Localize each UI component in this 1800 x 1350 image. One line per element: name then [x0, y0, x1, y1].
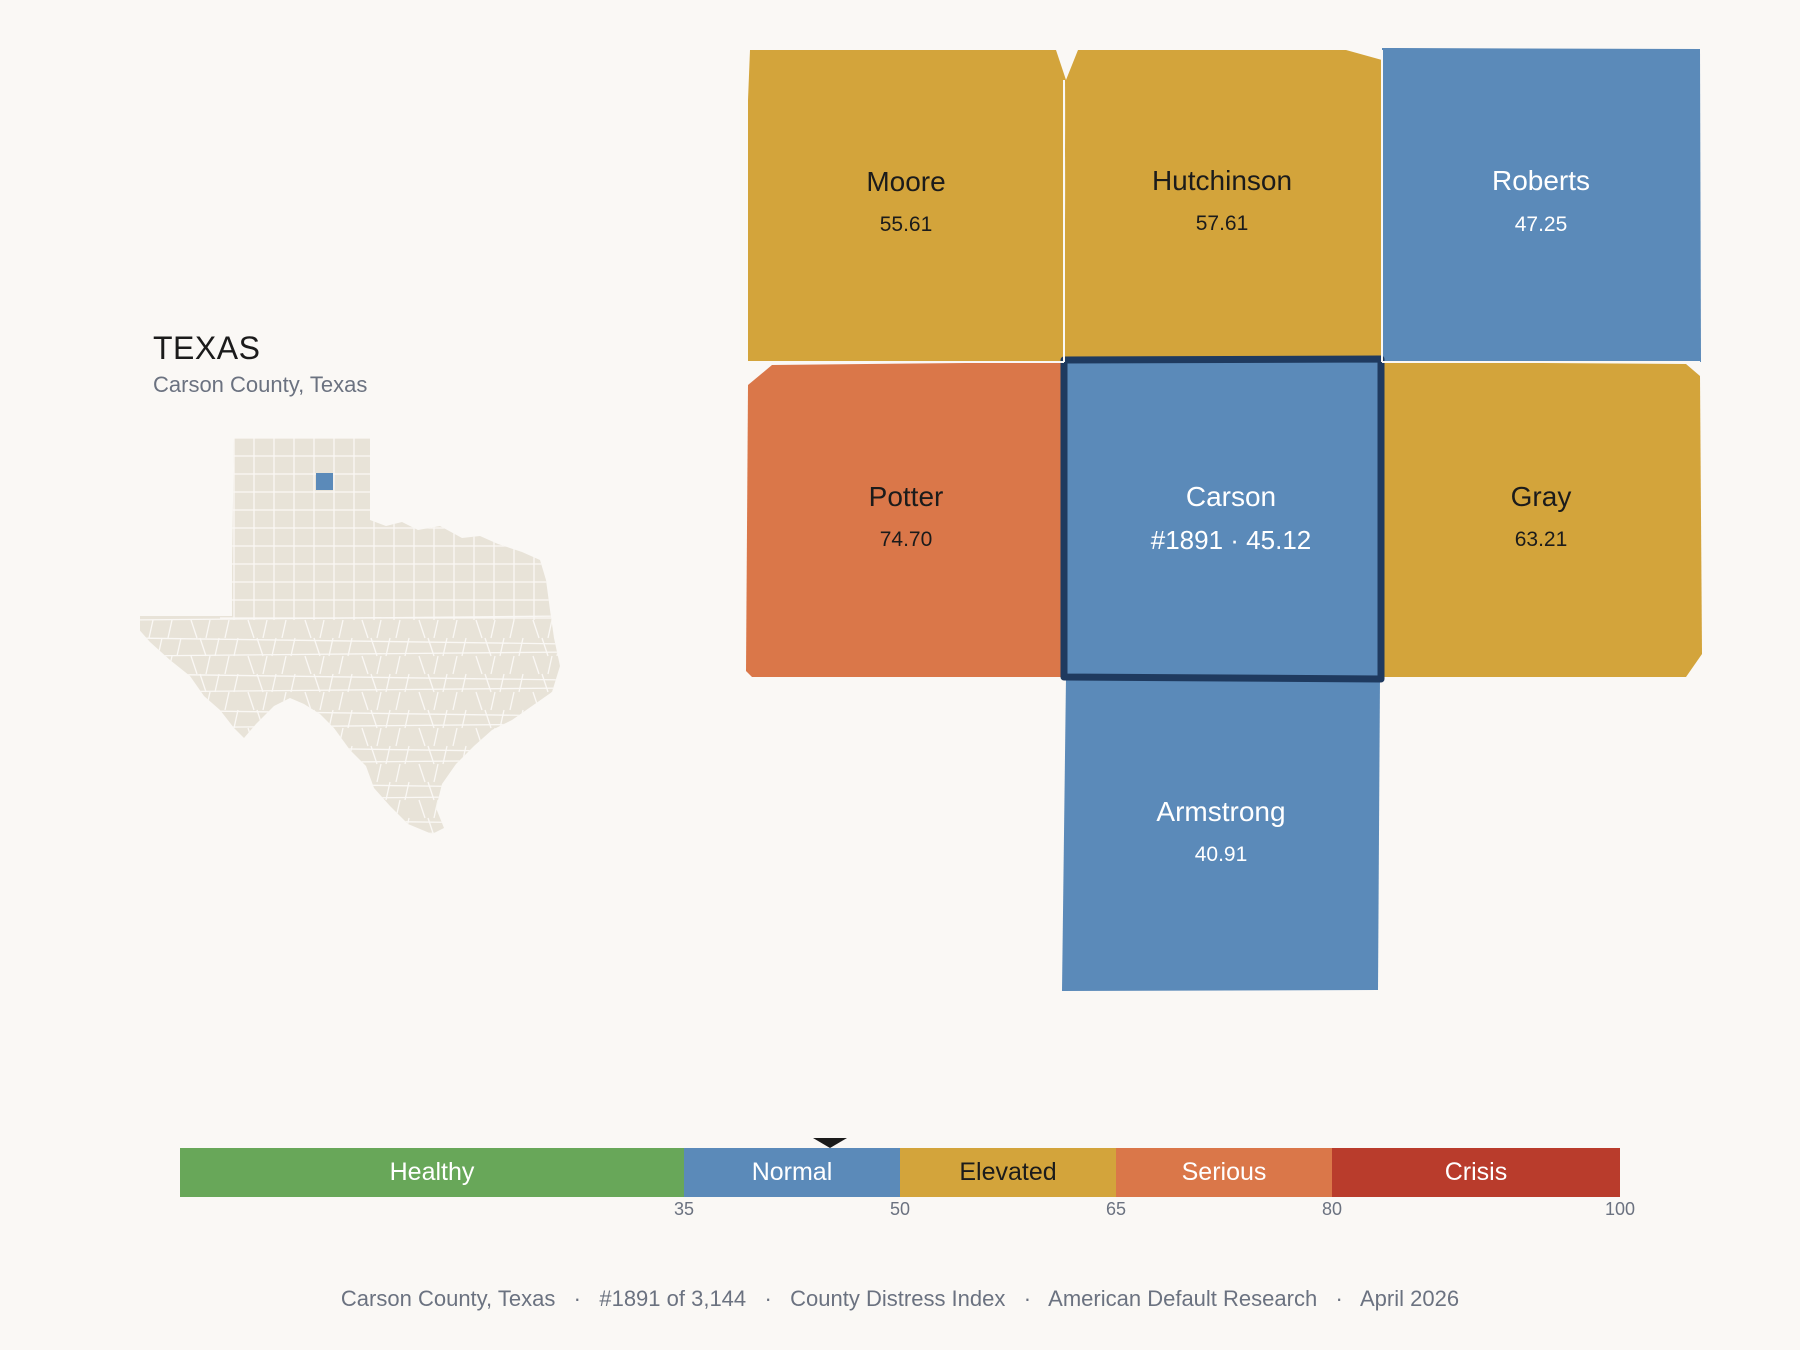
county-hutchinson-value: 57.61 — [1196, 212, 1249, 235]
county-potter-name: Potter — [869, 481, 944, 512]
county-armstrong-value: 40.91 — [1195, 843, 1248, 866]
footer-separator: · — [1335, 1286, 1343, 1311]
county-roberts-name: Roberts — [1492, 165, 1590, 196]
state-subtitle: Carson County, Texas — [153, 372, 368, 397]
county-borders — [748, 50, 1700, 363]
footer-rank: #1891 of 3,144 — [599, 1286, 747, 1311]
legend-tick-50: 50 — [889, 1199, 911, 1219]
carson-county-marker — [316, 473, 333, 490]
county-carson-name: Carson — [1186, 481, 1276, 512]
footer-index-name: County Distress Index — [790, 1286, 1006, 1311]
footer-caption: Carson County, Texas · #1891 of 3,144 · … — [0, 1286, 1800, 1312]
county-potter-shape[interactable] — [746, 362, 1064, 677]
legend-segment-elevated: Elevated — [900, 1148, 1116, 1197]
texas-locator-map — [140, 438, 560, 834]
legend-segment-healthy: Healthy — [180, 1148, 684, 1197]
county-carson-shape[interactable] — [1060, 355, 1385, 683]
county-hutchinson[interactable]: Hutchinson 57.61 — [1064, 50, 1382, 362]
footer-separator: · — [573, 1286, 581, 1311]
county-armstrong-name: Armstrong — [1156, 796, 1285, 827]
county-armstrong[interactable]: Armstrong 40.91 — [1062, 677, 1380, 991]
current-value-pointer — [812, 1138, 847, 1148]
footer-separator: · — [764, 1286, 772, 1311]
county-moore-value: 55.61 — [880, 213, 933, 236]
county-potter-value: 74.70 — [880, 528, 933, 551]
legend-tick-80: 80 — [1321, 1199, 1343, 1219]
legend-segment-serious: Serious — [1116, 1148, 1332, 1197]
county-moore-name: Moore — [866, 166, 945, 197]
state-title: TEXAS — [153, 330, 261, 366]
legend-segment-normal: Normal — [684, 1148, 900, 1197]
county-carson-value: #1891 · 45.12 — [1151, 525, 1311, 555]
footer-separator: · — [1023, 1286, 1032, 1311]
county-gray[interactable]: Gray 63.21 — [1382, 362, 1702, 677]
legend-tick-35: 35 — [673, 1199, 695, 1219]
county-potter[interactable]: Potter 74.70 — [746, 362, 1064, 677]
county-gray-shape[interactable] — [1382, 362, 1702, 677]
county-gray-value: 63.21 — [1515, 528, 1568, 551]
legend-tick-100: 100 — [1604, 1199, 1636, 1219]
county-hutchinson-name: Hutchinson — [1152, 165, 1292, 196]
county-armstrong-shape[interactable] — [1062, 677, 1380, 991]
county-hutchinson-shape[interactable] — [1064, 50, 1382, 362]
county-moore-shape[interactable] — [748, 50, 1066, 362]
county-roberts-value: 47.25 — [1515, 213, 1568, 236]
footer-source: American Default Research — [1048, 1286, 1318, 1311]
distress-legend-bar: Healthy Normal Elevated Serious Crisis — [180, 1148, 1620, 1197]
county-gray-name: Gray — [1511, 481, 1572, 512]
county-roberts-shape[interactable] — [1382, 48, 1701, 362]
county-carson-focus[interactable]: Carson #1891 · 45.12 — [1060, 355, 1385, 683]
county-moore[interactable]: Moore 55.61 — [748, 50, 1066, 362]
footer-county: Carson County, Texas — [340, 1286, 556, 1311]
footer-date: April 2026 — [1359, 1286, 1460, 1311]
legend-segment-crisis: Crisis — [1332, 1148, 1620, 1197]
legend-tick-65: 65 — [1105, 1199, 1127, 1219]
county-roberts[interactable]: Roberts 47.25 — [1382, 48, 1701, 362]
